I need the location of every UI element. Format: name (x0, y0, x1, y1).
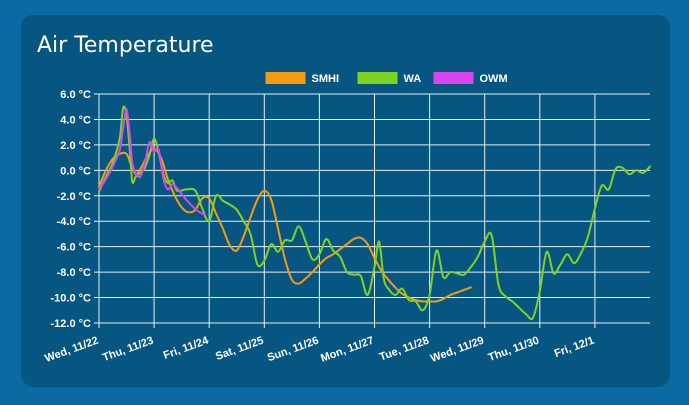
legend-label-smhi: SMHI (312, 73, 340, 85)
x-tick-label: Fri, 12/1 (553, 335, 596, 360)
x-tick-label: Thu, 11/30 (487, 335, 541, 364)
x-tick-label: Fri, 11/24 (162, 334, 211, 362)
legend-swatch-owm (433, 72, 474, 84)
chart-grid (94, 93, 650, 328)
y-tick-label: 4.0 °C (60, 114, 91, 126)
legend-label-owm: OWM (480, 73, 508, 85)
legend-swatch-wa (357, 72, 398, 84)
x-tick-label: Sat, 11/25 (214, 335, 265, 363)
legend-item-wa[interactable]: WA (357, 72, 422, 85)
x-tick-label: Wed, 11/22 (43, 335, 100, 365)
y-tick-label: -10.0 °C (51, 293, 92, 305)
legend-item-owm[interactable]: OWM (433, 72, 508, 85)
x-tick-label: Wed, 11/29 (429, 335, 486, 365)
y-tick-label: -2.0 °C (57, 191, 91, 203)
y-tick-label: 2.0 °C (60, 140, 91, 152)
legend-swatch-smhi (265, 72, 306, 84)
chart-title: Air Temperature (37, 33, 214, 58)
y-tick-label: 6.0 °C (60, 89, 91, 101)
y-tick-label: 0.0 °C (60, 165, 91, 177)
temperature-chart: 6.0 °C 4.0 °C 2.0 °C 0.0 °C -2.0 °C -4.0 °C -6… (43, 72, 651, 365)
x-tick-label: Thu, 11/23 (101, 335, 155, 364)
series-line-wa (98, 105, 651, 321)
x-tick-label: Tue, 11/28 (378, 335, 431, 364)
y-tick-label: -4.0 °C (57, 216, 91, 228)
y-tick-label: -8.0 °C (57, 267, 91, 279)
chart-card: Air Temperature 6.0 °C 4.0 °C 2.0 °C 0.0 °C… (21, 15, 670, 387)
y-tick-label: -12.0 °C (51, 318, 92, 330)
x-tick-label: Sun, 11/26 (266, 335, 321, 365)
y-tick-label: -6.0 °C (57, 242, 91, 254)
legend-label-wa: WA (404, 73, 422, 85)
y-axis: 6.0 °C 4.0 °C 2.0 °C 0.0 °C -2.0 °C -4.0 °C -6… (51, 89, 92, 330)
series-line-owm (98, 108, 206, 216)
series-line-smhi (98, 147, 472, 303)
legend-item-smhi[interactable]: SMHI (265, 72, 340, 85)
x-axis: Wed, 11/22 Thu, 11/23 Fri, 11/24 Sat, 11/25… (43, 334, 596, 365)
x-tick-label: Mon, 11/27 (319, 335, 375, 365)
legend[interactable]: SMHI WA OWM (265, 72, 508, 85)
series-lines (98, 105, 651, 321)
